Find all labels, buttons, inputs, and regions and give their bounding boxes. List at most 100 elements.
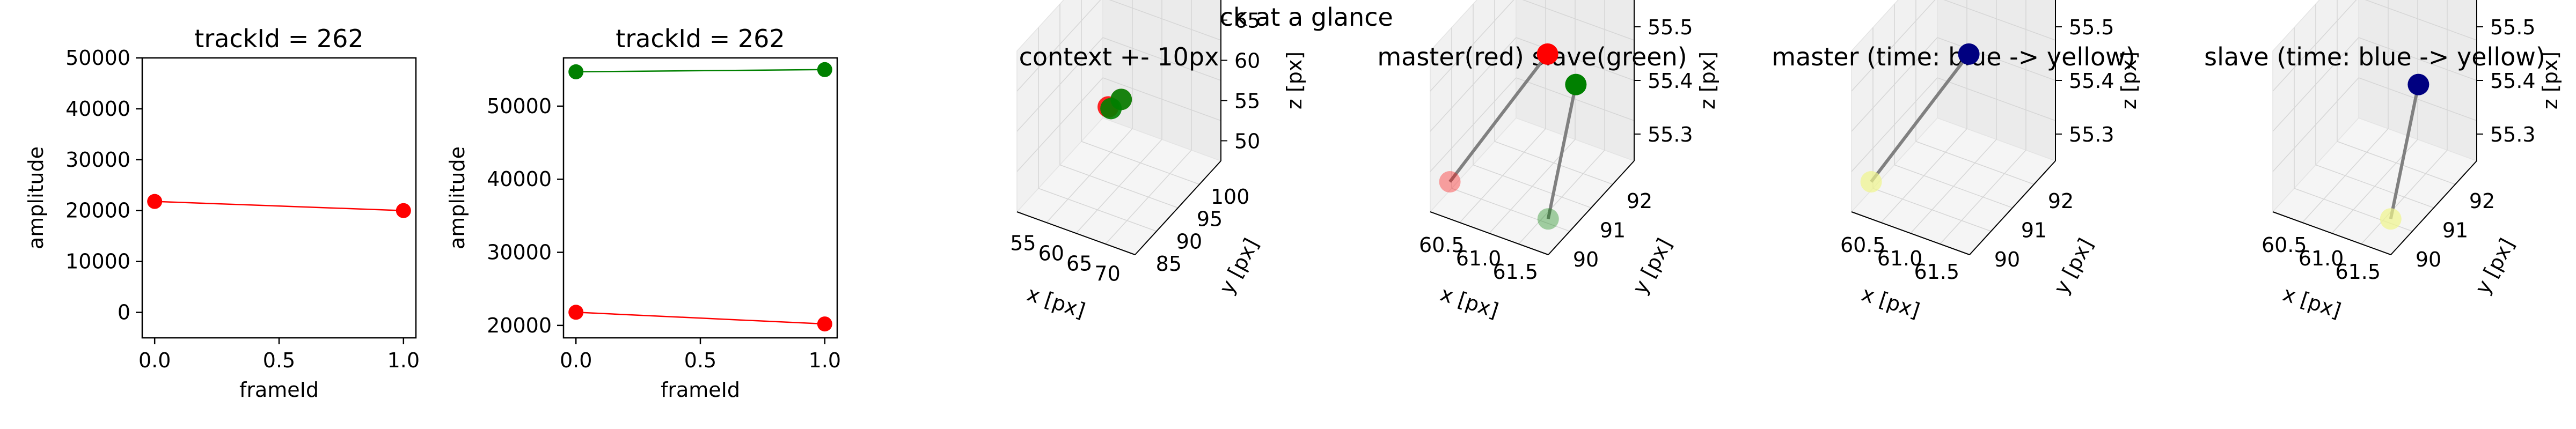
y-tick-label: 100 [1211,185,1250,209]
z-tick-label: 55.5 [2490,16,2536,39]
chart-title: trackId = 262 [194,24,363,53]
grid-line [2365,0,2477,41]
z-axis-label: z [px] [2117,51,2141,109]
y-axis-label: amplitude [24,146,48,249]
y-tick-label: 90 [1176,230,1202,253]
y-tick-label: 20000 [65,199,130,223]
chart-title: master(red) slave(green) [1377,42,1687,71]
x-axis-label: x [px] [1438,282,1502,323]
z-tick-label: 55.3 [2490,123,2536,146]
y-tick-label: 50000 [487,94,552,118]
plot-frame [141,57,417,339]
grid-line [1937,37,2056,81]
x-tick-label: 0.0 [138,349,171,372]
y-tick-label: 90 [1573,248,1599,271]
y-axis-label: amplitude [445,146,469,249]
grid-line [2272,0,2357,92]
data-point [568,64,584,79]
chart-title: slave (time: blue -> yellow) [2204,42,2545,71]
chart-title: context +- 10px [1019,42,1219,71]
y-tick-label: 10000 [65,250,130,273]
chart-title: master (time: blue -> yellow) [1772,42,2135,71]
x-axis-label: x [px] [2280,282,2344,323]
connector-line [1870,53,1971,183]
x-axis-label: frameId [239,378,319,402]
chart-title: trackId = 262 [616,24,785,53]
plot-frame [562,57,838,339]
grid-line [1102,37,1221,81]
data-point [817,62,832,77]
grid-line [1081,141,1200,185]
y-axis-label: y [px] [1214,234,1263,298]
y-axis-label: y [px] [2049,234,2098,298]
grid-line [1430,37,1517,132]
grid-line [1016,0,1101,92]
data-point [1860,171,1882,193]
z-tick-label: 55.5 [2069,16,2114,39]
z-axis-label: z [px] [1283,51,1306,109]
x-tick-label: 0.5 [684,349,716,372]
data-point [147,194,163,209]
data-point [1536,43,1558,65]
z-tick-label: 60 [1234,49,1260,73]
x-tick-label: 61.5 [2335,260,2381,284]
x-axis-line [1016,211,1136,255]
data-point [1439,171,1461,193]
panel-1: trackId = 262 frameId amplitude 0.0 0.5 1.0 0 1… [24,24,420,402]
x-tick-label: 60 [1038,241,1064,265]
data-point [1537,208,1559,230]
data-point [817,316,832,332]
y-tick-label: 92 [2048,189,2074,213]
x-axis-line [1851,211,1970,255]
connector-line [2389,84,2420,219]
connector-line [1546,84,1578,219]
x-axis-label: x [px] [1024,282,1088,323]
data-point [2407,73,2429,95]
y-tick-label: 90 [2416,248,2441,271]
connector-line [1448,53,1549,183]
grid-line [1522,0,1635,41]
grid-line [1494,141,1613,185]
z-tick-label: 50 [1234,130,1260,153]
y-tick-label: 30000 [65,148,130,172]
y-axis-line [1548,160,1635,255]
z-axis-label: z [px] [2538,51,2562,109]
x-tick-label: 70 [1094,262,1120,286]
x-tick-label: 65 [1066,252,1092,276]
series-line [155,201,404,211]
grid-line [2337,141,2456,185]
series-line [576,312,825,325]
grid-line [1430,0,1514,92]
y-tick-label: 20000 [487,314,552,337]
grid-line [1473,164,1592,209]
z-tick-label: 55.4 [2490,69,2536,93]
x-axis-label: x [px] [1859,282,1923,323]
y-axis-line [1135,160,1221,255]
y-tick-label: 0 [118,301,130,324]
grid-line [1851,0,1936,92]
grid-line [1046,128,1133,223]
grid-line [1894,164,2013,209]
x-tick-label: 0.0 [560,349,592,372]
x-axis-line [2272,211,2391,255]
grid-line [1516,37,1635,81]
y-tick-label: 91 [1600,219,1626,242]
y-tick-label: 50000 [65,46,130,70]
x-tick-label: 1.0 [809,349,841,372]
z-axis-label: z [px] [1696,51,1719,109]
data-point [396,203,411,218]
z-tick-label: 55.3 [2069,123,2114,146]
x-tick-label: 61.0 [2299,247,2344,270]
y-tick-label: 30000 [487,241,552,264]
x-tick-label: 61.5 [1492,260,1538,284]
y-tick-label: 85 [1156,252,1182,276]
x-tick-label: 1.0 [387,349,420,372]
z-tick-label: 55.4 [2069,69,2114,93]
y-axis-label: y [px] [1628,234,1677,298]
x-axis-line [1430,211,1549,255]
x-tick-label: 60.5 [1840,233,1886,257]
y-axis-label: y [px] [2470,234,2519,298]
